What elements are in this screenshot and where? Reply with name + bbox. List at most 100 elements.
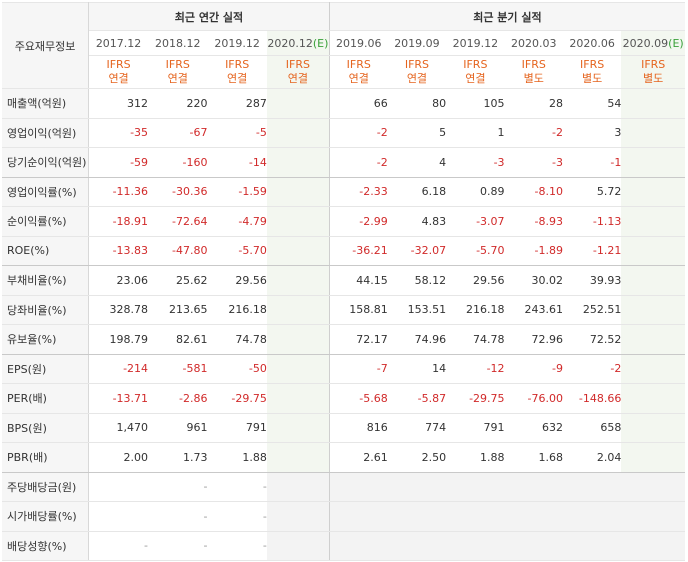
table-cell: 816 xyxy=(329,412,388,443)
table-cell: 72.52 xyxy=(562,324,622,355)
table-cell: -160 xyxy=(148,147,208,178)
table-cell: 2.50 xyxy=(387,442,447,473)
consolidation-label: 연결 xyxy=(108,72,129,85)
consolidation-label: 별도 xyxy=(582,72,603,85)
table-cell xyxy=(88,501,149,532)
table-cell: 216.18 xyxy=(446,294,505,325)
table-cell: -14 xyxy=(207,147,267,178)
table-cell: 791 xyxy=(446,412,505,443)
period-date: 2020.06 xyxy=(569,36,615,50)
table-row: 당좌비율(%) 328.78 213.65 216.18 158.81 153.51 216… xyxy=(2,294,685,325)
table-cell xyxy=(621,235,685,266)
table-cell: 29.56 xyxy=(207,265,267,296)
table-cell: 25.62 xyxy=(148,265,208,296)
table-cell xyxy=(504,530,563,561)
row-label: 당좌비율(%) xyxy=(2,294,90,325)
table-cell xyxy=(562,530,622,561)
table-cell: 791 xyxy=(207,412,267,443)
label-column-header: 주요재무정보 xyxy=(2,2,90,89)
row-label: PBR(배) xyxy=(2,442,90,473)
period-header-row: 2017.12 2018.12 2019.12 2020.12(E) 2019.06 20… xyxy=(2,30,685,56)
table-cell: -5 xyxy=(207,117,267,148)
table-row: 순이익률(%) -18.91 -72.64 -4.79 -2.99 4.83 -3.07 -8… xyxy=(2,206,685,237)
accounting-standard-header: IFRS 별도 xyxy=(504,55,563,89)
period-date: 2018.12 xyxy=(154,36,201,50)
row-label: 유보율(%) xyxy=(2,324,90,355)
table-cell xyxy=(621,353,685,384)
period-date: 2019.12 xyxy=(214,36,260,50)
table-cell xyxy=(621,383,685,414)
annual-results-header: 최근 연간 실적 xyxy=(88,2,330,31)
table-cell: -32.07 xyxy=(387,235,447,266)
table-cell xyxy=(504,471,563,502)
table-cell xyxy=(446,501,505,532)
table-cell: -148.66 xyxy=(562,383,622,414)
table-cell: - xyxy=(148,471,208,502)
table-cell: -2.99 xyxy=(329,206,388,237)
row-label: EPS(원) xyxy=(2,353,90,384)
table-cell xyxy=(621,147,685,178)
table-cell: 198.79 xyxy=(88,324,149,355)
table-cell xyxy=(266,442,330,473)
table-cell: -2 xyxy=(504,117,563,148)
table-cell: -581 xyxy=(148,353,208,384)
table-cell xyxy=(266,412,330,443)
table-cell: - xyxy=(207,530,267,561)
table-cell: 658 xyxy=(562,412,622,443)
table-cell: -5.87 xyxy=(387,383,447,414)
table-cell: -2 xyxy=(329,147,388,178)
table-cell: -76.00 xyxy=(504,383,563,414)
consolidation-label: 연결 xyxy=(348,72,369,85)
row-label: PER(배) xyxy=(2,383,90,414)
ifrs-label: IFRS xyxy=(580,58,605,71)
table-cell: 0.89 xyxy=(446,176,505,207)
table-cell xyxy=(621,471,685,502)
table-cell: -13.83 xyxy=(88,235,149,266)
table-cell: -35 xyxy=(88,117,149,148)
table-cell: 1.88 xyxy=(446,442,505,473)
accounting-standard-header: IFRS 별도 xyxy=(562,55,622,89)
table-cell: -9 xyxy=(504,353,563,384)
table-cell: 4 xyxy=(387,147,447,178)
ifrs-label: IFRS xyxy=(641,58,666,71)
row-label: 배당성향(%) xyxy=(2,530,90,561)
table-cell: 82.61 xyxy=(148,324,208,355)
table-cell: 1,470 xyxy=(88,412,149,443)
table-row: 주당배당금(원) - - xyxy=(2,471,685,502)
accounting-standard-header: IFRS 연결 xyxy=(266,55,330,89)
ifrs-label: IFRS xyxy=(225,58,250,71)
table-cell: 4.83 xyxy=(387,206,447,237)
consolidation-label: 연결 xyxy=(227,72,248,85)
table-cell: 54 xyxy=(562,88,622,119)
table-cell xyxy=(266,501,330,532)
table-cell: -59 xyxy=(88,147,149,178)
table-cell: -5.70 xyxy=(207,235,267,266)
table-row: EPS(원) -214 -581 -50 -7 14 -12 -9 -2 xyxy=(2,353,685,384)
table-cell: -1.21 xyxy=(562,235,622,266)
table-cell xyxy=(562,471,622,502)
table-cell: 80 xyxy=(387,88,447,119)
table-cell: 30.02 xyxy=(504,265,563,296)
table-cell xyxy=(621,265,685,296)
period-date: 2017.12 xyxy=(95,36,142,50)
table-row: 당기순이익(억원) -59 -160 -14 -2 4 -3 -3 -1 xyxy=(2,147,685,178)
table-cell: 105 xyxy=(446,88,505,119)
table-cell: -8.93 xyxy=(504,206,563,237)
ifrs-label: IFRS xyxy=(404,58,430,71)
table-row: 시가배당률(%) - - xyxy=(2,501,685,532)
ifrs-label: IFRS xyxy=(106,58,131,71)
table-cell: -47.80 xyxy=(148,235,208,266)
table-cell: 14 xyxy=(387,353,447,384)
ifrs-label: IFRS xyxy=(285,58,310,71)
table-cell: -3.07 xyxy=(446,206,505,237)
table-row: PER(배) -13.71 -2.86 -29.75 -5.68 -5.87 -29.75-… xyxy=(2,383,685,414)
table-cell: 1.73 xyxy=(148,442,208,473)
accounting-standard-header: IFRS 연결 xyxy=(148,55,208,89)
table-cell: 2.61 xyxy=(329,442,388,473)
table-cell xyxy=(266,324,330,355)
table-cell: 216.18 xyxy=(207,294,267,325)
estimate-mark: (E) xyxy=(312,36,329,50)
table-cell: 23.06 xyxy=(88,265,149,296)
table-cell xyxy=(621,442,685,473)
